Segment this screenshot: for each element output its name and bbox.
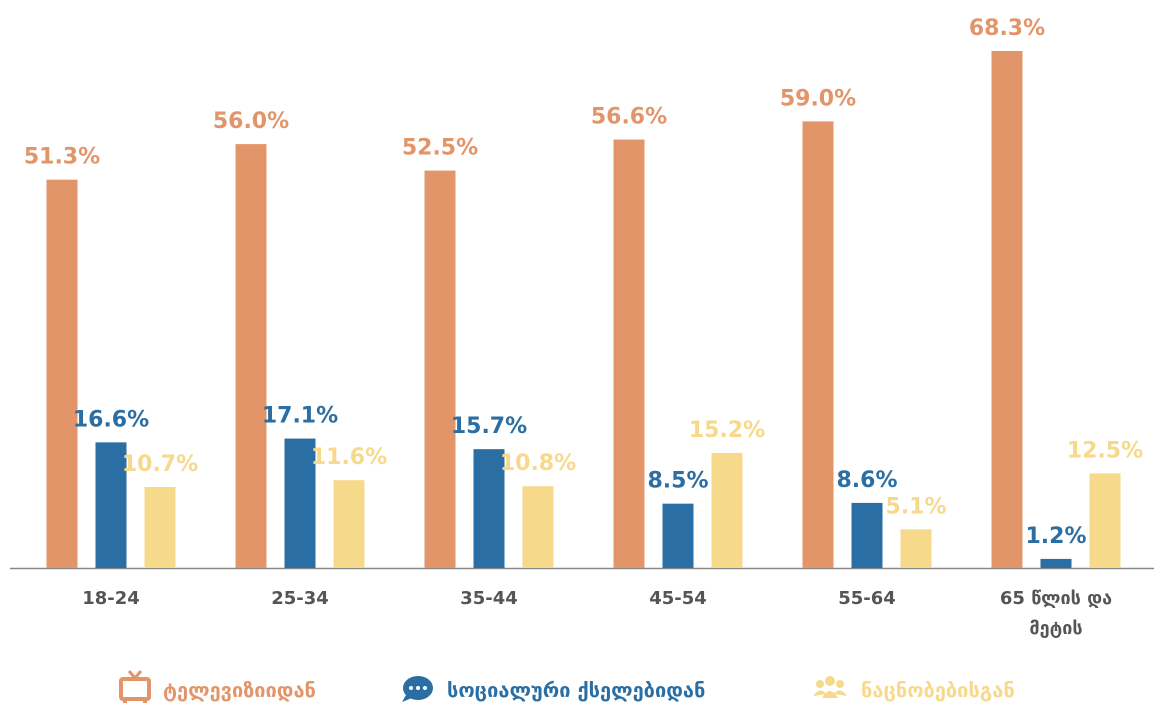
x-tick-label: 45-54 [649,588,707,609]
bar [851,502,883,568]
bar [95,442,127,568]
bar [284,438,316,568]
value-label: 1.2% [1025,524,1086,549]
value-label: 8.6% [836,468,897,493]
bar [144,487,176,568]
bar [662,503,694,568]
value-label: 17.1% [262,404,338,429]
bar [522,486,554,568]
x-tick-label: 35-44 [460,588,518,609]
legend-icon-tv [119,670,151,703]
x-tick-label: 25-34 [271,588,329,609]
legend-label: სოციალური ქსელებიდან [447,678,705,702]
bar [1089,473,1121,568]
legend-icon-chat [402,676,433,702]
legend-label: ნაცნობებისგან [861,678,1015,702]
value-label: 68.3% [969,16,1045,41]
value-label: 12.5% [1067,438,1143,463]
bar [900,529,932,568]
value-label: 52.5% [402,136,478,161]
bar [424,170,456,569]
value-label: 51.3% [24,145,100,170]
bar [991,51,1023,568]
value-label: 15.2% [689,418,765,443]
bar [802,121,834,568]
value-label: 8.5% [647,469,708,494]
bar [711,452,743,568]
bar [473,449,505,568]
value-label: 56.0% [213,109,289,134]
x-tick-label: 55-64 [838,588,896,609]
bar [235,144,267,569]
value-label: 10.7% [122,452,198,477]
x-tick-label: 18-24 [82,588,140,609]
value-label: 16.6% [73,407,149,432]
x-tick-label: 65 წლის და მეტის [999,588,1113,639]
legend-label: ტელევიზიიდან [163,678,316,702]
bar [613,139,645,568]
bar [46,179,78,568]
legend-icon-people [813,676,847,698]
bar [1040,558,1072,568]
value-label: 11.6% [311,445,387,470]
value-label: 56.6% [591,105,667,130]
value-label: 15.7% [451,414,527,439]
bar [333,480,365,568]
value-label: 59.0% [780,86,856,111]
value-label: 5.1% [885,494,946,519]
value-label: 10.8% [500,451,576,476]
